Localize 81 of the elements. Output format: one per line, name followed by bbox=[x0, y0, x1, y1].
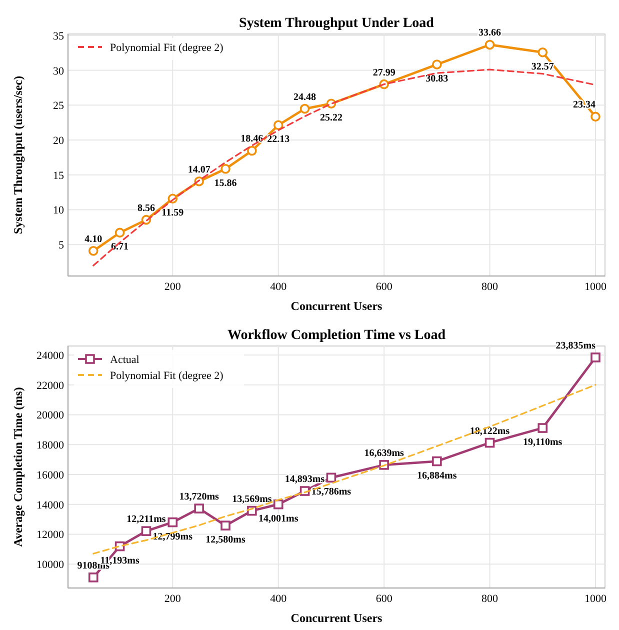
point bbox=[590, 112, 600, 122]
point bbox=[538, 47, 548, 58]
data-label: 16,884ms bbox=[417, 470, 457, 482]
chart-title: Workflow Completion Time vs Load bbox=[227, 328, 446, 343]
data-label: 25.22 bbox=[320, 112, 342, 124]
x-tick-label: 800 bbox=[482, 281, 499, 293]
y-tick-label: 18000 bbox=[36, 440, 64, 452]
data-label: 14.07 bbox=[188, 164, 210, 176]
data-label: 23,835ms bbox=[556, 340, 596, 352]
data-label: 15,786ms bbox=[311, 486, 352, 498]
data-label: 30.83 bbox=[426, 73, 448, 84]
x-tick-label: 600 bbox=[376, 281, 393, 293]
data-label: 13,569ms bbox=[232, 494, 272, 505]
x-tick-label: 400 bbox=[270, 281, 288, 293]
x-axis-title: Concurrent Users bbox=[290, 299, 383, 313]
x-tick-label: 400 bbox=[270, 593, 288, 605]
data-label: 24.48 bbox=[294, 92, 316, 103]
point bbox=[220, 164, 230, 174]
legend-label: Polynomial Fit (degree 2) bbox=[110, 370, 224, 382]
data-label: 19,110ms bbox=[523, 437, 562, 448]
data-label: 18.46 bbox=[240, 134, 264, 145]
y-tick-label: 12000 bbox=[36, 529, 64, 542]
point bbox=[484, 438, 495, 448]
data-label: 12,580ms bbox=[206, 534, 246, 546]
y-tick-label: 30 bbox=[53, 65, 64, 78]
data-label: 4.10 bbox=[84, 234, 102, 245]
point bbox=[220, 520, 230, 530]
y-tick-label: 20000 bbox=[36, 410, 64, 422]
x-axis-title: Concurrent Users bbox=[290, 611, 383, 625]
point bbox=[194, 504, 204, 514]
data-label: 14,001ms bbox=[258, 513, 298, 524]
point bbox=[273, 120, 284, 130]
point bbox=[247, 146, 257, 156]
x-tick-label: 200 bbox=[164, 593, 182, 605]
data-label: 27.99 bbox=[372, 67, 396, 78]
y-tick-label: 20 bbox=[53, 135, 64, 148]
data-label: 14,893ms bbox=[284, 474, 325, 486]
point bbox=[432, 60, 442, 70]
x-tick-label: 600 bbox=[376, 593, 393, 605]
data-label: 6.71 bbox=[111, 242, 129, 253]
y-tick-label: 14000 bbox=[36, 499, 64, 512]
point bbox=[114, 228, 125, 238]
x-tick-label: 200 bbox=[164, 281, 182, 293]
data-label: 22.13 bbox=[267, 134, 290, 146]
data-label: 16,639ms bbox=[364, 448, 404, 459]
point bbox=[326, 472, 336, 483]
data-label: 32.57 bbox=[531, 61, 554, 72]
data-label: 8.56 bbox=[137, 202, 155, 214]
y-tick-label: 24000 bbox=[36, 350, 64, 362]
point bbox=[484, 40, 495, 50]
point bbox=[432, 456, 442, 466]
y-tick-label: 5 bbox=[58, 240, 64, 252]
chart-title: System Throughput Under Load bbox=[239, 16, 434, 31]
y-tick-label: 10000 bbox=[36, 559, 64, 572]
point bbox=[300, 104, 310, 114]
x-tick-label: 1000 bbox=[584, 593, 607, 605]
legend-label: Polynomial Fit (degree 2) bbox=[110, 42, 224, 54]
data-label: 33.66 bbox=[478, 28, 502, 39]
x-tick-label: 800 bbox=[482, 593, 499, 605]
y-tick-label: 25 bbox=[53, 100, 64, 112]
point bbox=[141, 526, 152, 536]
y-tick-label: 16000 bbox=[36, 469, 64, 482]
y-tick-label: 10 bbox=[53, 204, 64, 217]
data-label: 12,211ms bbox=[126, 514, 166, 526]
point bbox=[168, 517, 178, 528]
data-label: 15.86 bbox=[214, 178, 237, 189]
y-axis-title: Average Completion Time (ms) bbox=[11, 387, 25, 547]
y-tick-label: 22000 bbox=[36, 380, 64, 392]
data-label: 11.59 bbox=[162, 208, 184, 219]
y-axis-title: System Throughput (users/sec) bbox=[11, 76, 25, 234]
data-label: 13,720ms bbox=[179, 492, 220, 503]
x-tick-label: 1000 bbox=[584, 281, 607, 293]
line-series bbox=[92, 384, 596, 554]
legend-label: Actual bbox=[110, 354, 140, 366]
point bbox=[590, 352, 600, 362]
point bbox=[88, 572, 98, 582]
y-tick-label: 15 bbox=[53, 170, 64, 182]
point bbox=[273, 499, 284, 510]
y-tick-label: 35 bbox=[53, 30, 64, 42]
point bbox=[538, 423, 548, 433]
point bbox=[88, 246, 98, 256]
